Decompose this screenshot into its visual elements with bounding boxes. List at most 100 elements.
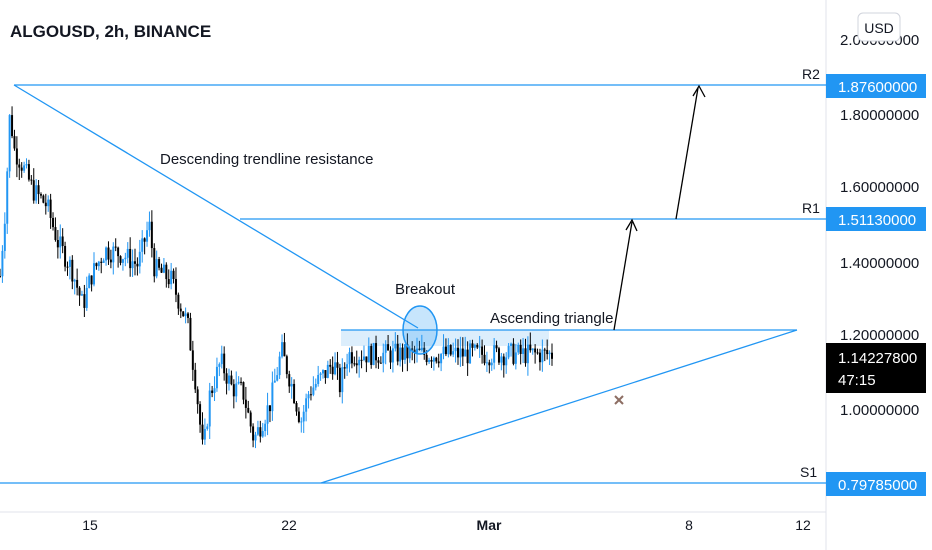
- candle-body: [165, 264, 168, 280]
- candle-body: [107, 247, 110, 260]
- candle-body: [281, 342, 284, 357]
- candle-body: [341, 367, 344, 393]
- candle-body: [276, 375, 279, 381]
- candle-body: [273, 380, 276, 383]
- candle-body: [355, 363, 358, 366]
- candle-body: [510, 343, 513, 346]
- candle-body: [162, 264, 165, 273]
- candle-body: [196, 389, 199, 405]
- y-tick-label: 1.40000000: [840, 255, 919, 272]
- candle-body: [285, 356, 288, 375]
- candle-body: [266, 405, 269, 424]
- candle-body: [300, 421, 303, 423]
- candle-body: [61, 236, 64, 246]
- y-tick-label: 1.80000000: [840, 107, 919, 124]
- candle-body: [155, 259, 158, 277]
- candle-body: [218, 364, 221, 367]
- candle-body: [317, 374, 320, 385]
- s1-price-label[interactable]: 0.79785000: [826, 472, 926, 496]
- current-price-label[interactable]: 1.14227800 47:15: [826, 343, 926, 393]
- candle-body: [167, 279, 170, 285]
- ascending-trendline[interactable]: [320, 329, 798, 484]
- candle-body: [109, 259, 112, 263]
- candle-body: [187, 313, 190, 318]
- candle-body: [382, 352, 385, 364]
- candle-body: [505, 357, 508, 366]
- candle-body: [143, 238, 146, 242]
- candle-body: [150, 221, 153, 249]
- candle-body: [338, 367, 341, 393]
- candle-body: [531, 348, 534, 351]
- candle-body: [459, 348, 462, 358]
- candle-body: [44, 202, 47, 207]
- candle-body: [112, 246, 115, 263]
- candle-body: [11, 115, 14, 137]
- candle-body: [394, 343, 397, 349]
- candle-body: [177, 294, 180, 309]
- candle-body: [488, 362, 491, 366]
- candle-body: [428, 359, 431, 363]
- candle-body: [497, 348, 500, 363]
- candle-body: [454, 347, 457, 352]
- candle-body: [473, 344, 476, 348]
- candle-body: [493, 345, 496, 363]
- candle-body: [182, 311, 185, 317]
- candle-body: [208, 390, 211, 427]
- candle-body: [379, 362, 382, 364]
- candle-body: [66, 266, 69, 268]
- candle-body: [261, 431, 264, 437]
- candle-body: [336, 362, 339, 368]
- candle-body: [174, 278, 177, 295]
- candle-body: [39, 194, 42, 196]
- candle-body: [148, 221, 151, 231]
- candle-body: [54, 227, 57, 240]
- candle-body: [25, 164, 28, 166]
- candle-body: [519, 344, 522, 354]
- x-axis[interactable]: 15 22 Mar 8 12: [82, 517, 811, 533]
- level-name-s1: S1: [800, 464, 817, 480]
- candle-body: [334, 362, 337, 375]
- candle-body: [432, 357, 435, 362]
- candle-body: [71, 259, 74, 282]
- candle-body: [314, 384, 317, 388]
- candle-body: [179, 308, 182, 312]
- candle-body: [213, 388, 216, 393]
- candle-body: [114, 246, 117, 248]
- candle-body: [305, 398, 308, 412]
- candle-body: [203, 428, 206, 440]
- candle-body: [158, 259, 161, 268]
- candle-body: [297, 411, 300, 422]
- candle-body: [191, 350, 194, 370]
- x-tick-label: 15: [82, 517, 98, 533]
- candle-body: [372, 343, 375, 365]
- candle-body: [124, 257, 127, 260]
- candle-body: [358, 359, 361, 366]
- candle-body: [59, 236, 62, 248]
- candle-body: [543, 349, 546, 351]
- candle-body: [232, 384, 235, 397]
- candle-body: [211, 390, 214, 393]
- candle-body: [73, 279, 76, 282]
- candle-body: [254, 434, 257, 441]
- candle-body: [242, 382, 245, 400]
- descending-trendline[interactable]: [13, 84, 419, 329]
- candle-body: [119, 256, 122, 263]
- candle-body: [249, 412, 252, 427]
- candle-body: [215, 366, 218, 389]
- r2-price-label[interactable]: 1.87600000: [826, 74, 926, 98]
- r1-price-label[interactable]: 1.51130000: [826, 207, 926, 231]
- currency-button[interactable]: USD: [857, 12, 901, 42]
- candle-body: [522, 348, 525, 354]
- candle-body: [105, 247, 108, 261]
- candle-body: [283, 342, 286, 357]
- candle-body: [411, 348, 414, 350]
- annotation-descending: Descending trendline resistance: [160, 151, 373, 168]
- candle-body: [541, 349, 544, 363]
- candle-body: [476, 344, 479, 348]
- candle-body: [129, 248, 132, 269]
- candle-body: [485, 362, 488, 364]
- candle-body: [403, 344, 406, 360]
- candle-body: [437, 361, 440, 364]
- candle-body: [240, 381, 243, 383]
- candle-body: [348, 352, 351, 365]
